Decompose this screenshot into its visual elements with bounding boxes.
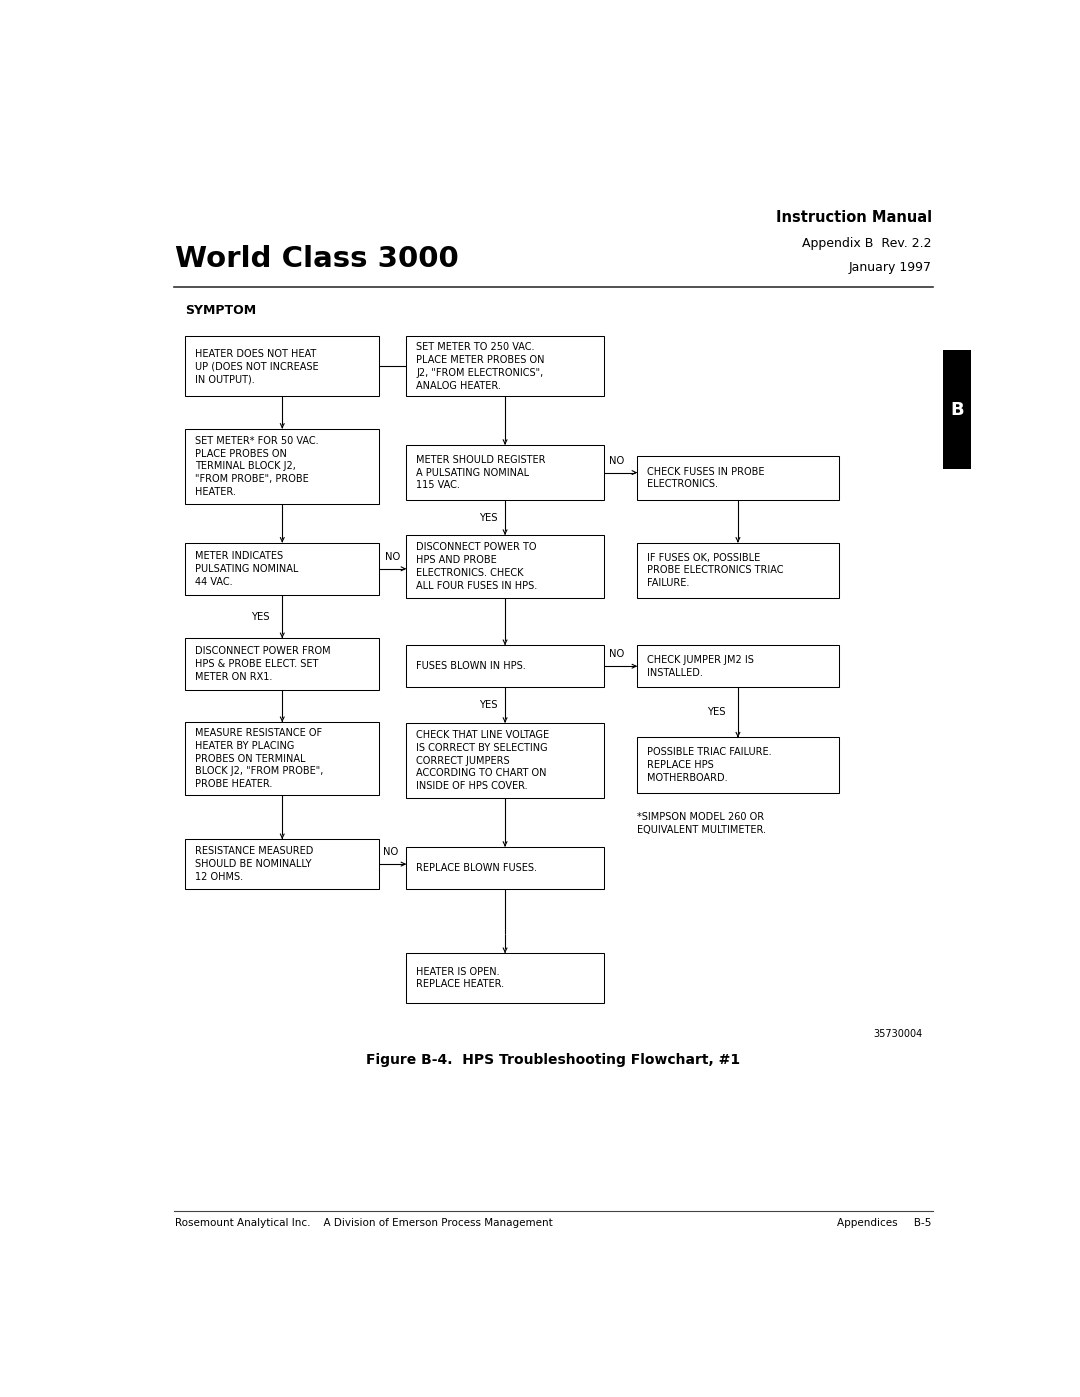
Text: REPLACE BLOWN FUSES.: REPLACE BLOWN FUSES.	[416, 863, 538, 873]
Bar	[637, 738, 839, 793]
Bar	[637, 542, 839, 598]
Text: YES: YES	[478, 513, 497, 522]
Bar	[186, 638, 379, 690]
Text: METER INDICATES
PULSATING NOMINAL
44 VAC.: METER INDICATES PULSATING NOMINAL 44 VAC…	[195, 550, 299, 587]
Text: FUSES BLOWN IN HPS.: FUSES BLOWN IN HPS.	[416, 661, 526, 671]
Text: Instruction Manual: Instruction Manual	[775, 210, 932, 225]
Bar	[637, 645, 839, 687]
Bar	[406, 953, 604, 1003]
Bar	[406, 722, 604, 798]
Text: World Class 3000: World Class 3000	[175, 246, 459, 274]
Text: HEATER IS OPEN.
REPLACE HEATER.: HEATER IS OPEN. REPLACE HEATER.	[416, 967, 504, 989]
Text: CHECK JUMPER JM2 IS
INSTALLED.: CHECK JUMPER JM2 IS INSTALLED.	[647, 655, 754, 678]
Bar	[406, 337, 604, 397]
Bar	[406, 535, 604, 598]
Text: January 1997: January 1997	[849, 261, 932, 274]
Text: DISCONNECT POWER TO
HPS AND PROBE
ELECTRONICS. CHECK
ALL FOUR FUSES IN HPS.: DISCONNECT POWER TO HPS AND PROBE ELECTR…	[416, 542, 538, 591]
Bar	[406, 847, 604, 888]
Text: NO: NO	[383, 847, 399, 858]
Text: POSSIBLE TRIAC FAILURE.
REPLACE HPS
MOTHERBOARD.: POSSIBLE TRIAC FAILURE. REPLACE HPS MOTH…	[647, 747, 772, 782]
Text: RESISTANCE MEASURED
SHOULD BE NOMINALLY
12 OHMS.: RESISTANCE MEASURED SHOULD BE NOMINALLY …	[195, 847, 314, 882]
Text: 35730004: 35730004	[874, 1028, 923, 1039]
Text: YES: YES	[478, 700, 497, 710]
Text: SET METER TO 250 VAC.
PLACE METER PROBES ON
J2, "FROM ELECTRONICS",
ANALOG HEATE: SET METER TO 250 VAC. PLACE METER PROBES…	[416, 342, 544, 391]
Text: Rosemount Analytical Inc.    A Division of Emerson Process Management: Rosemount Analytical Inc. A Division of …	[175, 1218, 553, 1228]
Text: MEASURE RESISTANCE OF
HEATER BY PLACING
PROBES ON TERMINAL
BLOCK J2, "FROM PROBE: MEASURE RESISTANCE OF HEATER BY PLACING …	[195, 728, 324, 789]
Text: Appendices     B-5: Appendices B-5	[837, 1218, 932, 1228]
Bar	[637, 455, 839, 500]
Bar	[186, 429, 379, 504]
Text: METER SHOULD REGISTER
A PULSATING NOMINAL
115 VAC.: METER SHOULD REGISTER A PULSATING NOMINA…	[416, 455, 545, 490]
Bar	[943, 351, 971, 469]
Bar	[186, 722, 379, 795]
Text: SET METER* FOR 50 VAC.
PLACE PROBES ON
TERMINAL BLOCK J2,
"FROM PROBE", PROBE
HE: SET METER* FOR 50 VAC. PLACE PROBES ON T…	[195, 436, 319, 497]
Bar	[186, 840, 379, 888]
Text: DISCONNECT POWER FROM
HPS & PROBE ELECT. SET
METER ON RX1.: DISCONNECT POWER FROM HPS & PROBE ELECT.…	[195, 647, 332, 682]
Text: NO: NO	[386, 552, 401, 562]
Text: YES: YES	[252, 612, 270, 622]
Bar	[186, 542, 379, 595]
Text: HEATER DOES NOT HEAT
UP (DOES NOT INCREASE
IN OUTPUT).: HEATER DOES NOT HEAT UP (DOES NOT INCREA…	[195, 348, 319, 384]
Bar	[406, 645, 604, 687]
Text: NO: NO	[608, 650, 624, 659]
Text: YES: YES	[707, 707, 726, 718]
Bar	[186, 337, 379, 397]
Text: Figure B-4.  HPS Troubleshooting Flowchart, #1: Figure B-4. HPS Troubleshooting Flowchar…	[366, 1053, 741, 1067]
Text: *SIMPSON MODEL 260 OR
EQUIVALENT MULTIMETER.: *SIMPSON MODEL 260 OR EQUIVALENT MULTIME…	[637, 812, 766, 835]
Text: CHECK THAT LINE VOLTAGE
IS CORRECT BY SELECTING
CORRECT JUMPERS
ACCORDING TO CHA: CHECK THAT LINE VOLTAGE IS CORRECT BY SE…	[416, 731, 550, 791]
Text: CHECK FUSES IN PROBE
ELECTRONICS.: CHECK FUSES IN PROBE ELECTRONICS.	[647, 467, 765, 489]
Bar	[406, 444, 604, 500]
Text: B: B	[950, 401, 963, 419]
Text: NO: NO	[608, 455, 624, 465]
Text: SYMPTOM: SYMPTOM	[186, 303, 257, 317]
Text: Appendix B  Rev. 2.2: Appendix B Rev. 2.2	[802, 237, 932, 250]
Text: IF FUSES OK, POSSIBLE
PROBE ELECTRONICS TRIAC
FAILURE.: IF FUSES OK, POSSIBLE PROBE ELECTRONICS …	[647, 553, 784, 588]
